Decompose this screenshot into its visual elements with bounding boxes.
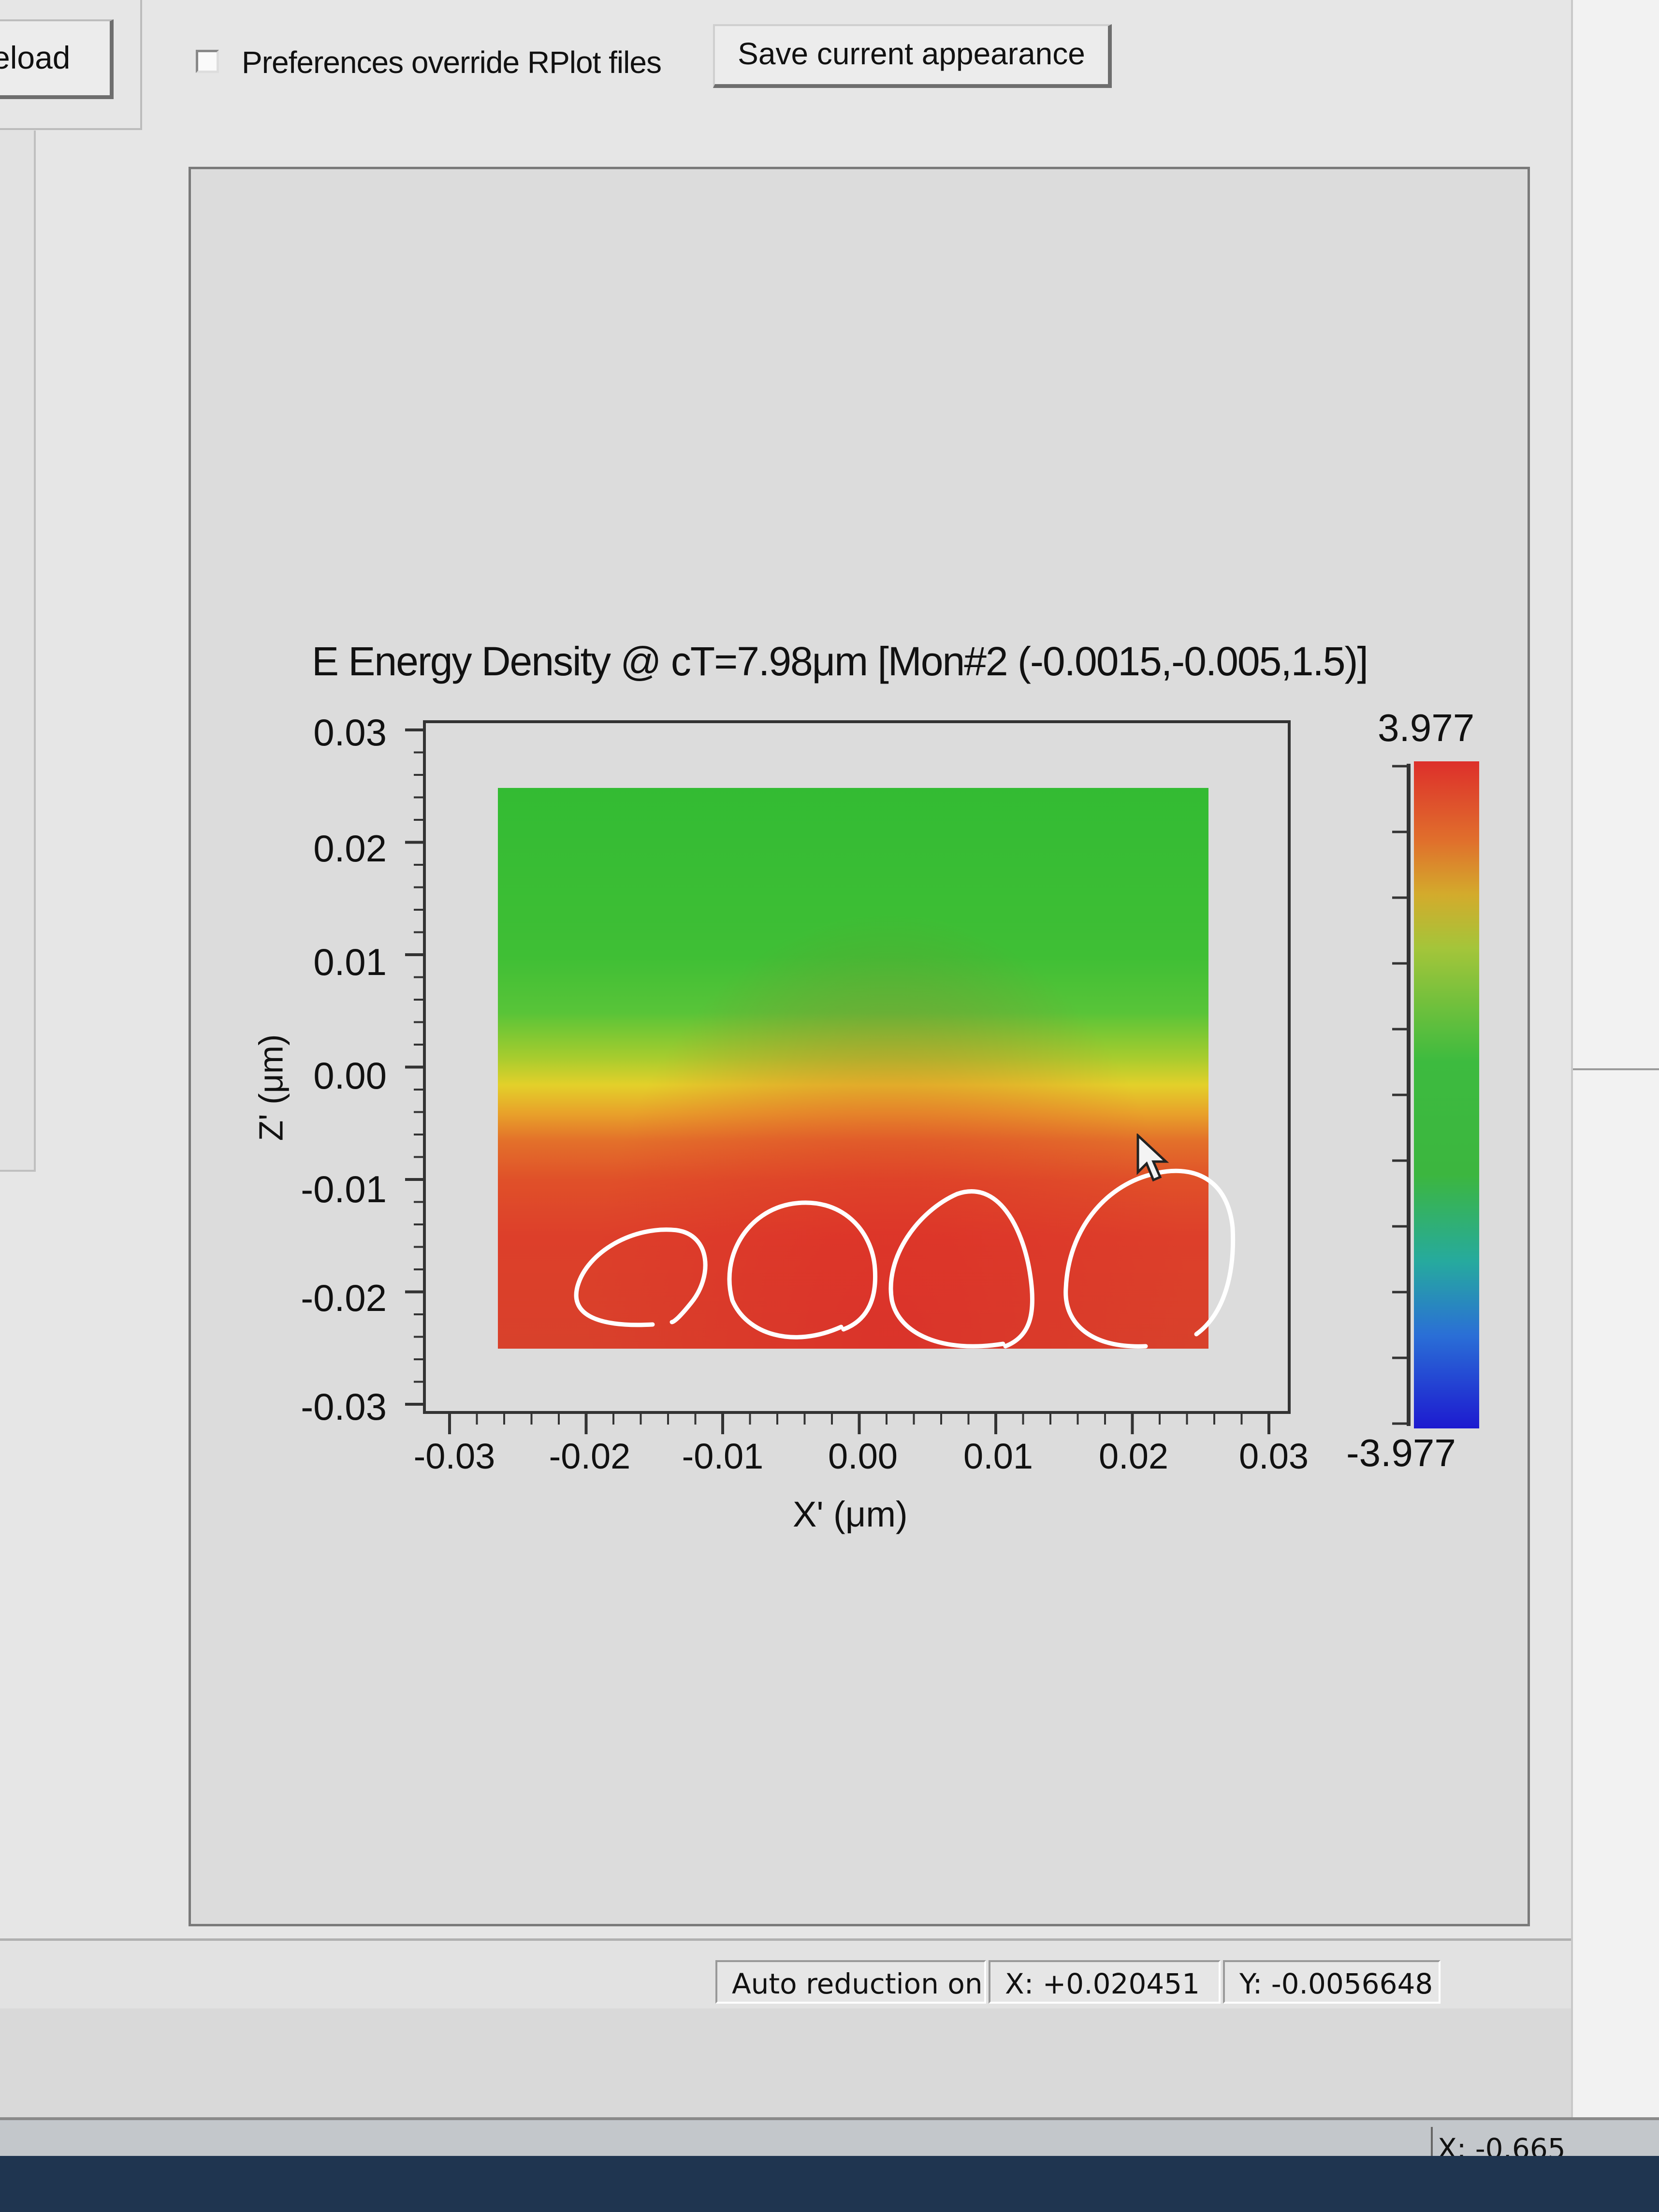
taskbar [0, 2156, 1659, 2212]
x-axis-label: X' (μm) [793, 1494, 908, 1534]
x-tick-label: 0.01 [963, 1436, 1033, 1476]
plot-title: E Energy Density @ cT=7.98μm [Mon#2 (-0.… [312, 639, 1368, 684]
colorbar [1414, 761, 1479, 1428]
x-tick-label: -0.01 [682, 1436, 764, 1476]
x-tick-label: 0.00 [828, 1436, 898, 1476]
heatmap[interactable] [498, 788, 1208, 1349]
y-axis-label: Z' (μm) [252, 1034, 290, 1141]
auto-reduction-status: Auto reduction on [715, 1960, 986, 2004]
save-appearance-button[interactable]: Save current appearance [713, 24, 1112, 88]
preferences-override-label: Preferences override RPlot files [242, 45, 662, 80]
y-tick-label: -0.03 [301, 1385, 387, 1428]
reload-button[interactable]: eload [0, 19, 114, 99]
y-tick-label: 0.03 [313, 711, 387, 754]
colorbar-axis [1407, 764, 1411, 1426]
y-tick-label: -0.01 [301, 1168, 387, 1210]
left-panel [0, 131, 36, 1172]
preferences-override-checkbox[interactable] [196, 50, 219, 73]
background-window [1571, 0, 1659, 2127]
x-tick-label: 0.03 [1238, 1436, 1309, 1476]
y-tick-label: -0.02 [301, 1277, 387, 1319]
annotation-loop-4 [1063, 1168, 1236, 1349]
reload-group-frame [0, 0, 142, 130]
lower-window-edge [0, 2117, 1659, 2159]
y-coordinate-readout: Y: -0.0056648 [1223, 1960, 1441, 2004]
colorbar-min-label: -3.977 [1346, 1431, 1456, 1474]
annotation-loop-3 [888, 1189, 1034, 1349]
x-tick-label: -0.02 [549, 1436, 631, 1476]
annotation-loop-1 [574, 1227, 708, 1327]
x-tick-label: -0.03 [413, 1436, 495, 1476]
y-tick-label: 0.01 [313, 941, 387, 983]
colorbar-max-label: 3.977 [1378, 706, 1475, 749]
x-coordinate-readout: X: +0.020451 [989, 1960, 1221, 2004]
x-tick-label: 0.02 [1098, 1436, 1169, 1476]
y-tick-label: 0.02 [313, 827, 387, 870]
y-tick-label: 0.00 [313, 1054, 387, 1097]
mouse-cursor-icon [1136, 1134, 1169, 1182]
annotation-loop-2 [727, 1200, 878, 1339]
